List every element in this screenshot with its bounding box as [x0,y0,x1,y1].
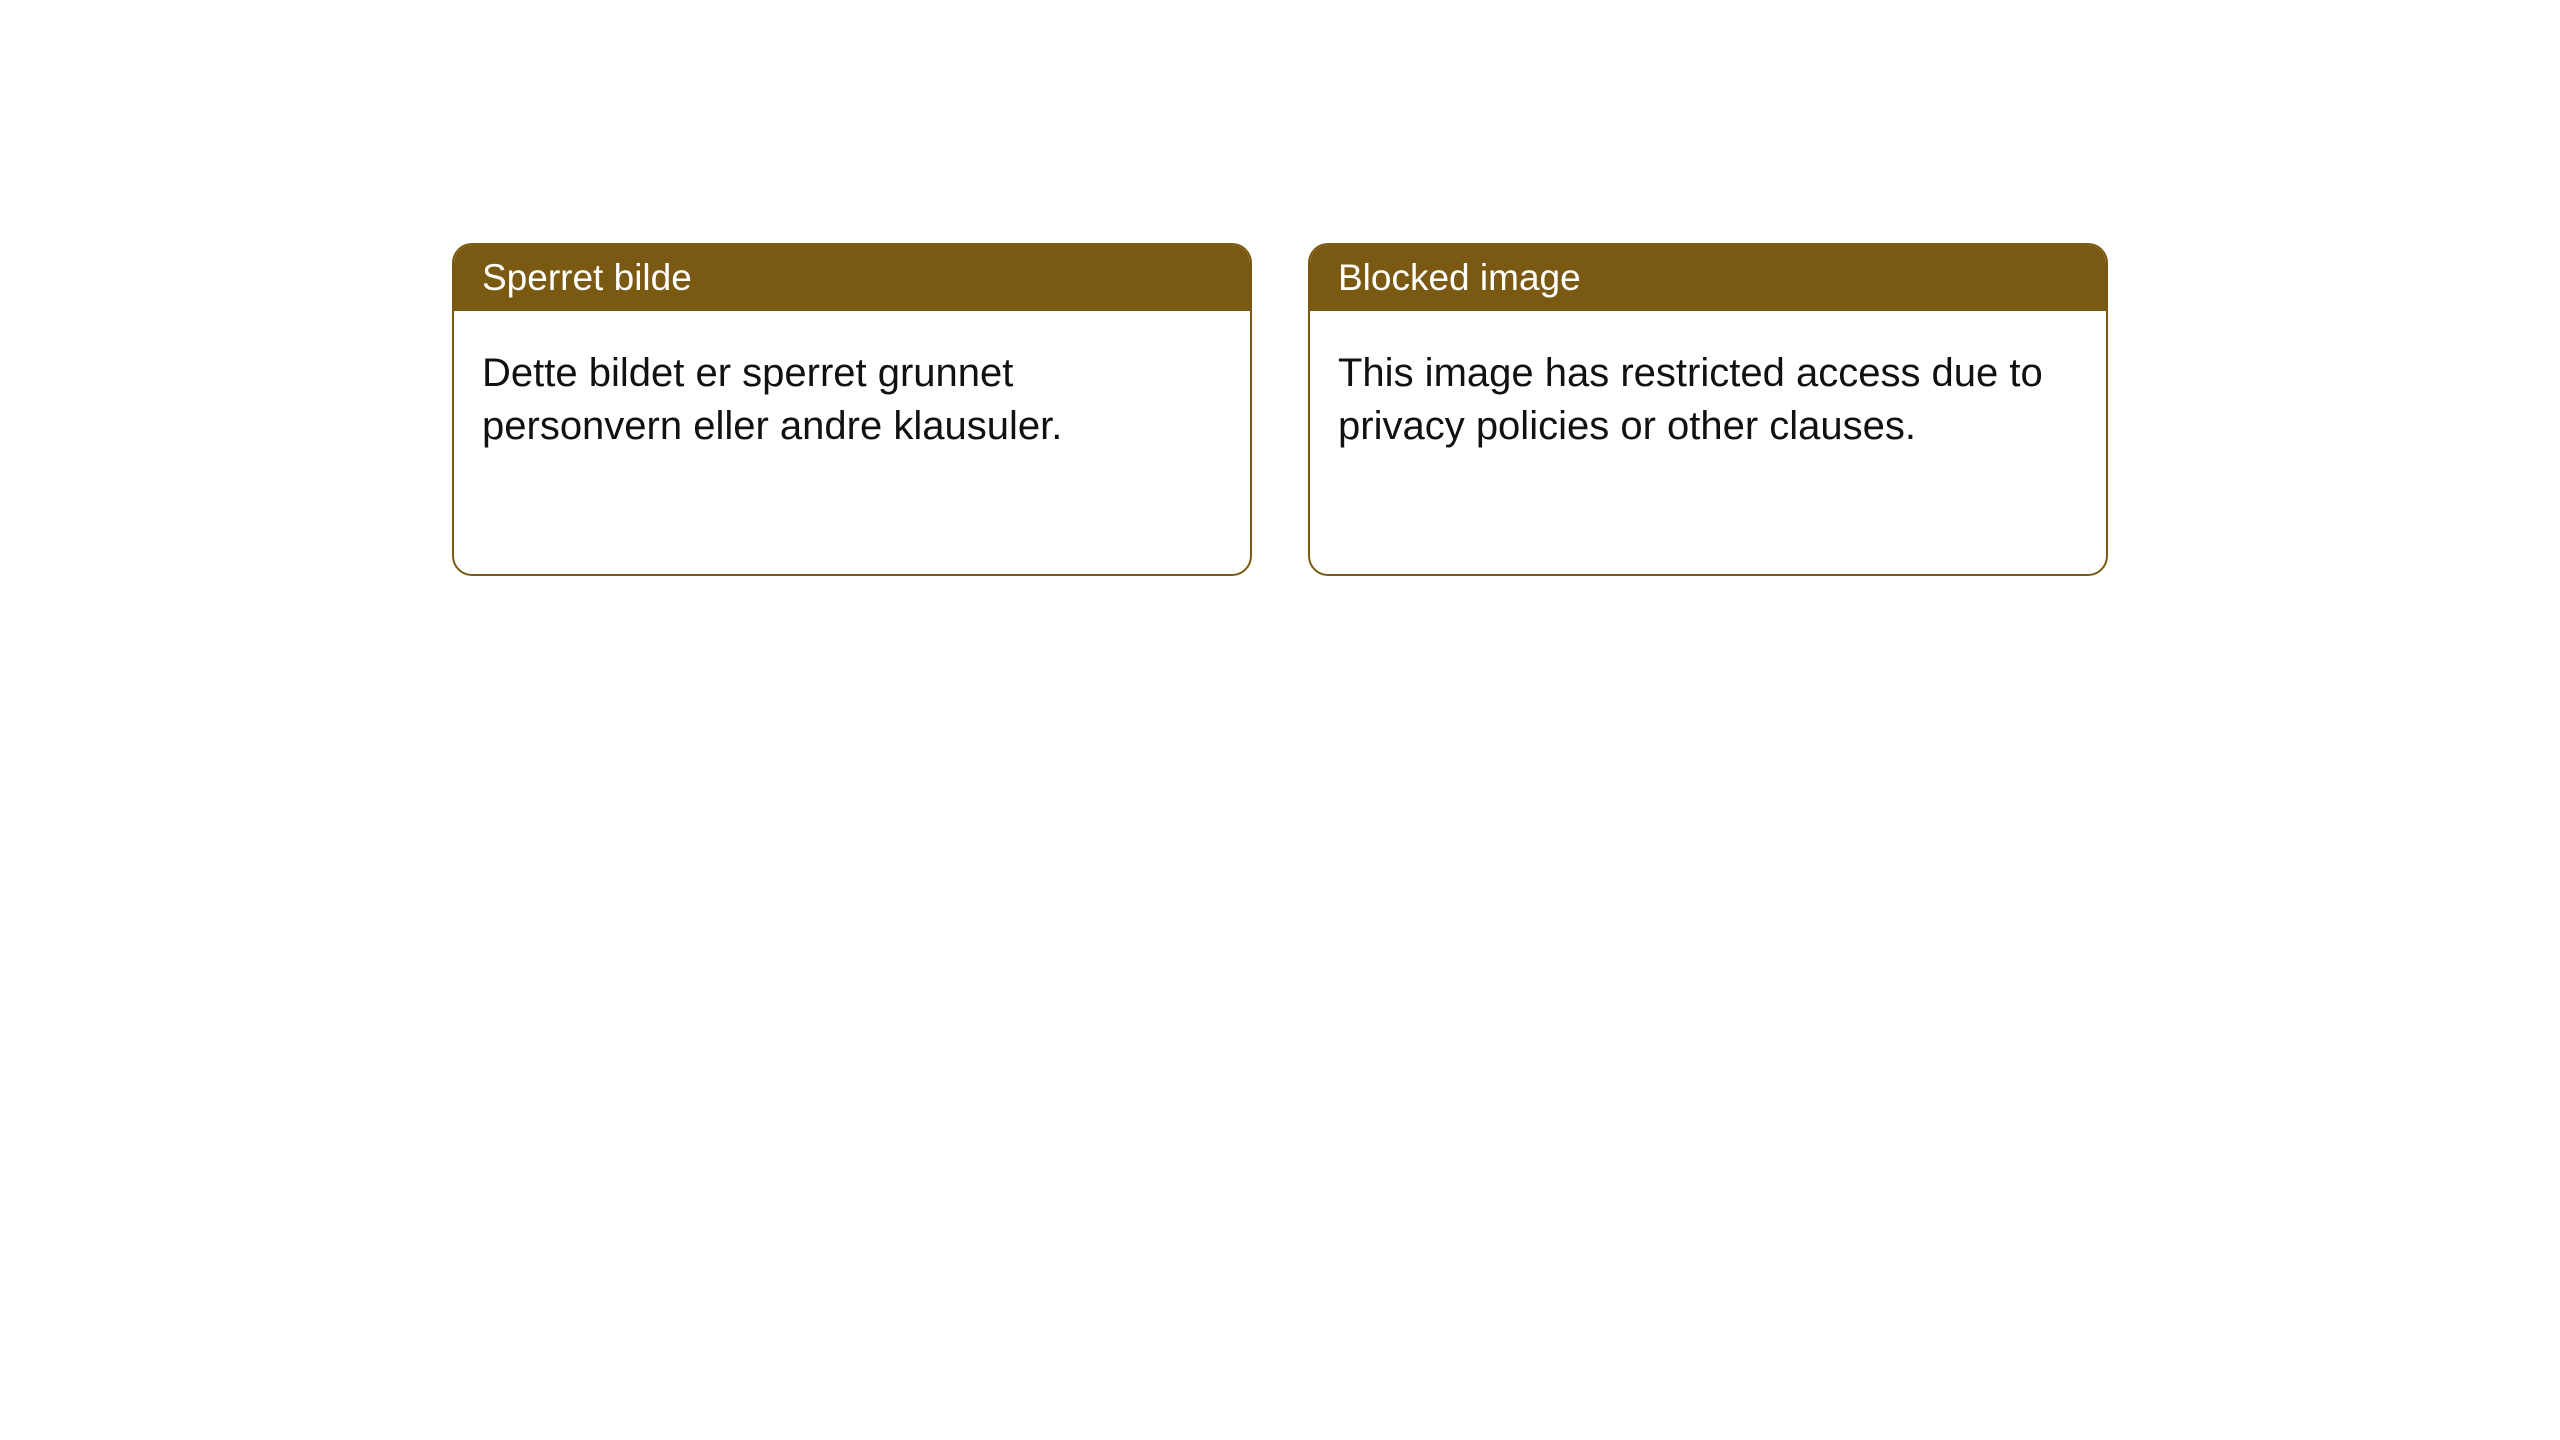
panel-body-en: This image has restricted access due to … [1310,311,2106,489]
blocked-image-panel-en: Blocked image This image has restricted … [1308,243,2108,576]
panel-body-no: Dette bildet er sperret grunnet personve… [454,311,1250,489]
panel-title-en: Blocked image [1310,245,2106,311]
blocked-image-panel-no: Sperret bilde Dette bildet er sperret gr… [452,243,1252,576]
blocked-image-notice-container: Sperret bilde Dette bildet er sperret gr… [0,0,2560,576]
panel-title-no: Sperret bilde [454,245,1250,311]
